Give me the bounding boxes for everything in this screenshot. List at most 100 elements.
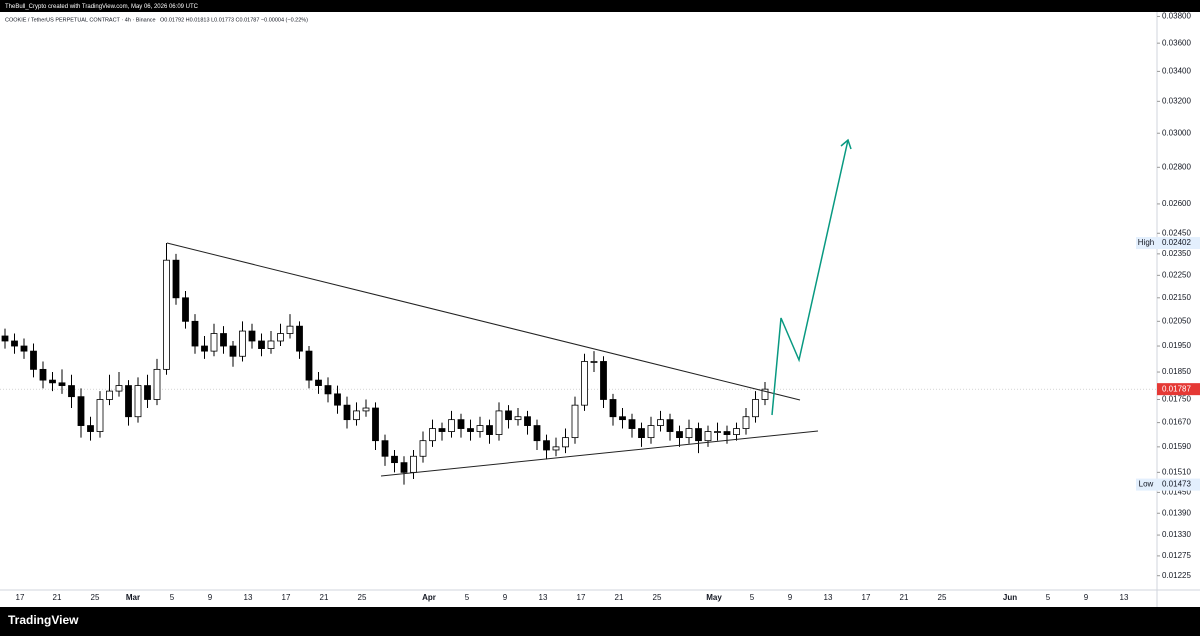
y-tick-label: 0.01670 bbox=[1162, 418, 1191, 427]
candle-body bbox=[467, 428, 474, 432]
candle-body bbox=[296, 325, 303, 352]
candle-body bbox=[153, 368, 161, 400]
y-tick-label: 0.03400 bbox=[1162, 67, 1191, 76]
x-tick-label: 9 bbox=[1084, 593, 1089, 602]
x-tick-label: 9 bbox=[788, 593, 793, 602]
top-bar bbox=[0, 0, 1200, 12]
candle-body bbox=[609, 399, 617, 418]
candle-body bbox=[191, 320, 199, 347]
y-tick-label: 0.01225 bbox=[1162, 571, 1191, 580]
low-label-box bbox=[1136, 478, 1157, 491]
y-tick-label: 0.02050 bbox=[1162, 316, 1191, 325]
candle-body bbox=[305, 350, 313, 381]
candle-body bbox=[220, 333, 227, 347]
candle-body bbox=[277, 333, 284, 342]
candle-body bbox=[96, 399, 104, 432]
y-tick-label: 0.03000 bbox=[1162, 128, 1191, 137]
x-tick-label: 25 bbox=[653, 593, 662, 602]
y-tick-label: 0.02450 bbox=[1162, 228, 1191, 237]
brand: TradingView bbox=[8, 613, 79, 627]
x-tick-label: 21 bbox=[615, 593, 624, 602]
last-price-tag bbox=[1157, 383, 1200, 396]
candle-body bbox=[571, 404, 579, 439]
x-tick-label: 17 bbox=[862, 593, 871, 602]
candle-body bbox=[619, 416, 626, 421]
candle-body bbox=[68, 385, 75, 398]
candle-body bbox=[505, 410, 512, 421]
candle-body bbox=[201, 345, 208, 352]
x-tick-label: 5 bbox=[750, 593, 755, 602]
candle-body bbox=[410, 455, 417, 473]
candle-body bbox=[106, 390, 113, 400]
candle-body bbox=[524, 416, 531, 426]
x-tick-label: 13 bbox=[1120, 593, 1129, 602]
candle-body bbox=[381, 440, 389, 457]
last-price-label: 0.01787 bbox=[1162, 384, 1191, 393]
high-label-box bbox=[1136, 237, 1157, 250]
candle-body bbox=[704, 431, 712, 442]
candle-body bbox=[210, 333, 218, 352]
candle-body bbox=[590, 361, 598, 363]
candle-body bbox=[514, 416, 522, 421]
x-tick-label: 17 bbox=[16, 593, 25, 602]
plot bbox=[0, 243, 1157, 485]
y-tick-label: 0.02800 bbox=[1162, 162, 1191, 171]
x-tick-label: 9 bbox=[503, 593, 508, 602]
candle-body bbox=[343, 404, 351, 421]
projection-arrowhead bbox=[840, 138, 852, 150]
candle-body bbox=[666, 419, 674, 432]
candle-body bbox=[239, 330, 246, 357]
high-value: 0.02402 bbox=[1162, 238, 1191, 247]
x-tick-label: 13 bbox=[539, 593, 548, 602]
candle-body bbox=[144, 385, 151, 400]
support-line bbox=[380, 430, 819, 477]
bottom-bar bbox=[0, 607, 1200, 636]
candle-body bbox=[647, 425, 655, 439]
candle-body bbox=[172, 259, 180, 299]
y-tick-label: 0.03600 bbox=[1162, 38, 1191, 47]
candle-body bbox=[400, 462, 408, 473]
y-tick-label: 0.03800 bbox=[1162, 12, 1191, 21]
x-tick-label: 13 bbox=[824, 593, 833, 602]
candle-body bbox=[134, 385, 142, 418]
low-value: 0.01473 bbox=[1162, 480, 1191, 489]
x-tick-label: Mar bbox=[126, 593, 140, 602]
candle-body bbox=[58, 382, 66, 386]
candle-body bbox=[657, 419, 664, 426]
x-tick-label: 25 bbox=[358, 593, 367, 602]
candle-body bbox=[429, 428, 436, 442]
candle-body bbox=[723, 431, 731, 435]
high-label: High bbox=[1138, 238, 1154, 247]
candle-body bbox=[77, 396, 85, 426]
x-tick-label: 5 bbox=[170, 593, 175, 602]
low-label: Low bbox=[1139, 480, 1154, 489]
candle-body bbox=[362, 407, 370, 412]
candle-body bbox=[676, 431, 683, 439]
candle-body bbox=[742, 416, 750, 429]
ohlc-text: O0.01792 H0.01813 L0.01773 C0.01787 −0.0… bbox=[160, 17, 308, 23]
candle-body bbox=[334, 393, 341, 406]
candle-body bbox=[581, 361, 588, 406]
symbol-title: COOKIE / TetherUS PERPETUAL CONTRACT · 4… bbox=[5, 17, 156, 23]
low-value-box bbox=[1157, 478, 1200, 491]
credit: TheBull_Crypto created with TradingView.… bbox=[5, 4, 199, 10]
y-tick-label: 0.01275 bbox=[1162, 551, 1191, 560]
candle-body bbox=[49, 379, 56, 384]
x-tick-label: 21 bbox=[900, 593, 909, 602]
y-tick-label: 0.01950 bbox=[1162, 341, 1191, 350]
y-tick-label: 0.01850 bbox=[1162, 367, 1191, 376]
y-tick-label: 0.01330 bbox=[1162, 530, 1191, 539]
candle-body bbox=[125, 385, 132, 418]
x-tick-label: 13 bbox=[244, 593, 253, 602]
x-tick-label: Apr bbox=[422, 593, 436, 602]
candle-body bbox=[628, 419, 636, 429]
y-tick-label: 0.01750 bbox=[1162, 395, 1191, 404]
candle-body bbox=[457, 419, 465, 429]
y-tick-label: 0.03200 bbox=[1162, 96, 1191, 105]
candle-body bbox=[533, 425, 541, 442]
x-tick-label: 5 bbox=[465, 593, 470, 602]
candle-body bbox=[752, 399, 759, 418]
projection-path bbox=[771, 139, 849, 416]
candle-body bbox=[486, 425, 493, 435]
candle-body bbox=[229, 345, 237, 357]
